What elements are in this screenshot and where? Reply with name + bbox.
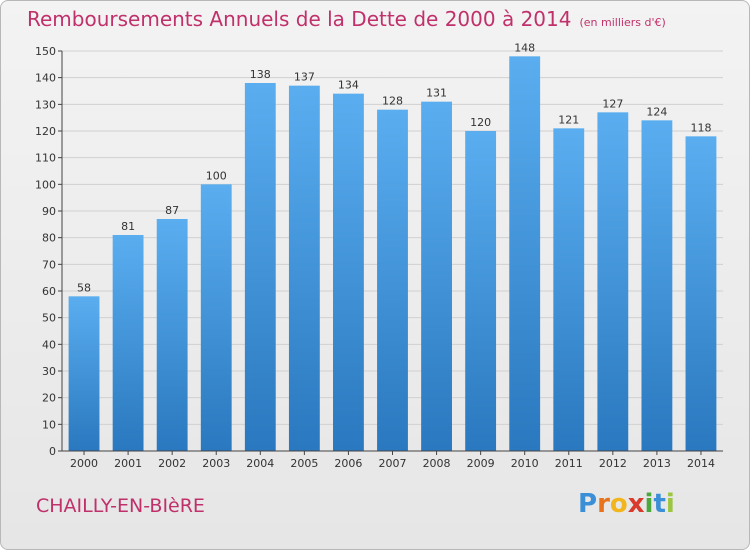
value-label-2012: 127 [602,97,623,110]
value-label-2011: 121 [558,113,579,126]
logo-letter: x [627,489,645,519]
labels: 0 10 20 30 40 50 60 70 80 90 100 110 120 130 140 150 58 2… [35,41,715,470]
value-label-2014: 118 [690,121,711,134]
bar-2000 [68,296,100,451]
x-tick-label-2010: 2010 [511,457,539,470]
logo-letter: r [597,489,610,519]
bar-2010 [509,56,541,451]
y-tick-label: 50 [42,312,56,325]
x-tick-label-2003: 2003 [202,457,230,470]
y-tick-label: 30 [42,365,56,378]
y-tick-label: 0 [49,445,56,458]
value-label-2008: 131 [426,87,447,100]
y-tick-label: 150 [35,45,56,58]
x-tick-label-2006: 2006 [334,457,362,470]
bar-2009 [465,131,497,451]
x-tick-label-2009: 2009 [467,457,495,470]
bar-2013 [641,120,673,451]
value-label-2006: 134 [338,79,359,92]
y-tick-label: 70 [42,258,56,271]
y-tick-label: 20 [42,392,56,405]
x-tick-label-2005: 2005 [290,457,318,470]
value-label-2013: 124 [646,105,667,118]
y-tick-label: 130 [35,98,56,111]
y-tick-label: 100 [35,178,56,191]
y-tick-label: 60 [42,285,56,298]
value-label-2003: 100 [206,169,227,182]
logo-letter: i [644,489,654,519]
x-tick-label-2007: 2007 [379,457,407,470]
logo-letter: o [609,489,628,519]
chart-title: Remboursements Annuels de la Dette de 20… [27,7,666,31]
bar-2004 [244,83,276,451]
chart-unit: (en milliers d'€) [579,16,666,29]
value-label-2007: 128 [382,95,403,108]
bar-2014 [685,136,717,452]
bars [68,56,717,452]
x-tick-label-2000: 2000 [70,457,98,470]
value-label-2005: 137 [294,71,315,84]
logo-letter: t [653,489,666,519]
y-tick-label: 120 [35,125,56,138]
x-tick-label-2008: 2008 [423,457,451,470]
x-tick-label-2002: 2002 [158,457,186,470]
bar-2008 [421,101,452,452]
x-tick-label-2012: 2012 [599,457,627,470]
logo-letter: i [665,489,675,519]
axes [58,50,723,455]
bar-2007 [377,109,408,452]
value-label-2004: 138 [250,68,271,81]
bar-2012 [597,112,629,451]
value-label-2000: 58 [77,281,91,294]
x-tick-label-2014: 2014 [687,457,715,470]
logo-letter: P [578,489,598,519]
y-tick-label: 140 [35,72,56,85]
x-tick-label-2011: 2011 [555,457,583,470]
chart-title-text: Remboursements Annuels de la Dette de 20… [27,7,572,31]
proxiti-logo: Proxiti [578,489,675,519]
y-tick-label: 80 [42,232,56,245]
bar-2006 [333,93,364,452]
commune-name: CHAILLY-EN-BIèRE [36,495,205,517]
y-tick-label: 40 [42,338,56,351]
value-label-2002: 87 [165,204,179,217]
bar-2003 [200,184,232,452]
x-tick-label-2001: 2001 [114,457,142,470]
y-tick-label: 10 [42,418,56,431]
x-tick-label-2004: 2004 [246,457,274,470]
value-label-2010: 148 [514,41,535,54]
bar-2011 [553,128,585,451]
bar-2001 [112,235,144,451]
bar-2002 [156,219,188,451]
x-tick-label-2013: 2013 [643,457,671,470]
value-label-2001: 81 [121,220,135,233]
y-tick-label: 110 [35,152,56,165]
value-label-2009: 120 [470,116,491,129]
bar-2005 [288,85,320,452]
y-tick-label: 90 [42,205,56,218]
